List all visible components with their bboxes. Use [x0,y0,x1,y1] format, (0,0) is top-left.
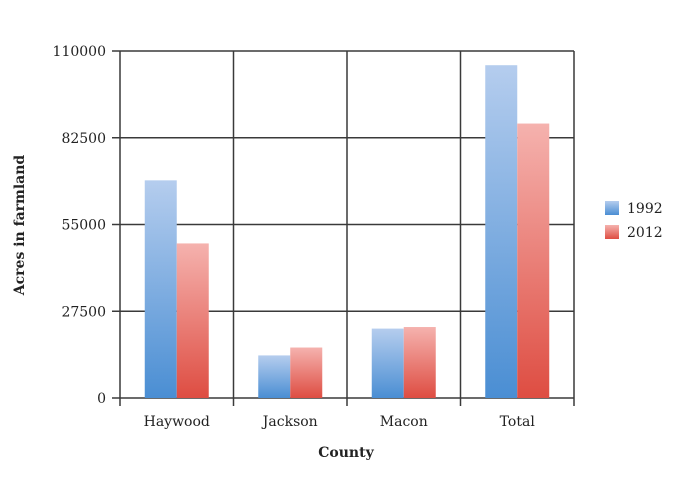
y-tick-label: 0 [97,391,106,407]
bar-2012-jackson [290,347,323,398]
bar-2012-haywood [176,243,209,398]
x-tick-label: Jackson [261,414,318,430]
bar-1992-jackson [258,355,291,398]
bars [144,65,550,399]
legend-swatch-1992 [605,201,619,215]
x-axis-title: County [318,445,374,461]
bar-2012-macon [403,327,436,398]
x-tick-label: Haywood [144,414,210,430]
bar-1992-total [485,65,518,398]
y-tick-label: 110000 [53,44,106,60]
y-tick-label: 27500 [61,304,106,320]
legend-swatch-2012 [605,225,619,239]
y-tick-label: 82500 [61,131,106,147]
legend-label-1992: 1992 [627,201,663,217]
y-axis-title: Acres in farmland [12,155,28,297]
bar-1992-macon [371,328,404,398]
legend: 1992 2012 [605,201,663,241]
x-tick-label: Total [500,414,536,430]
axis-labels: 0 27500 55000 82500 110000 Haywood Jackson Maco… [53,44,536,430]
legend-label-2012: 2012 [627,225,663,241]
x-tick-label: Macon [380,414,428,430]
bar-2012-total [517,123,550,399]
bar-1992-haywood [144,180,177,398]
y-tick-label: 55000 [61,218,106,234]
